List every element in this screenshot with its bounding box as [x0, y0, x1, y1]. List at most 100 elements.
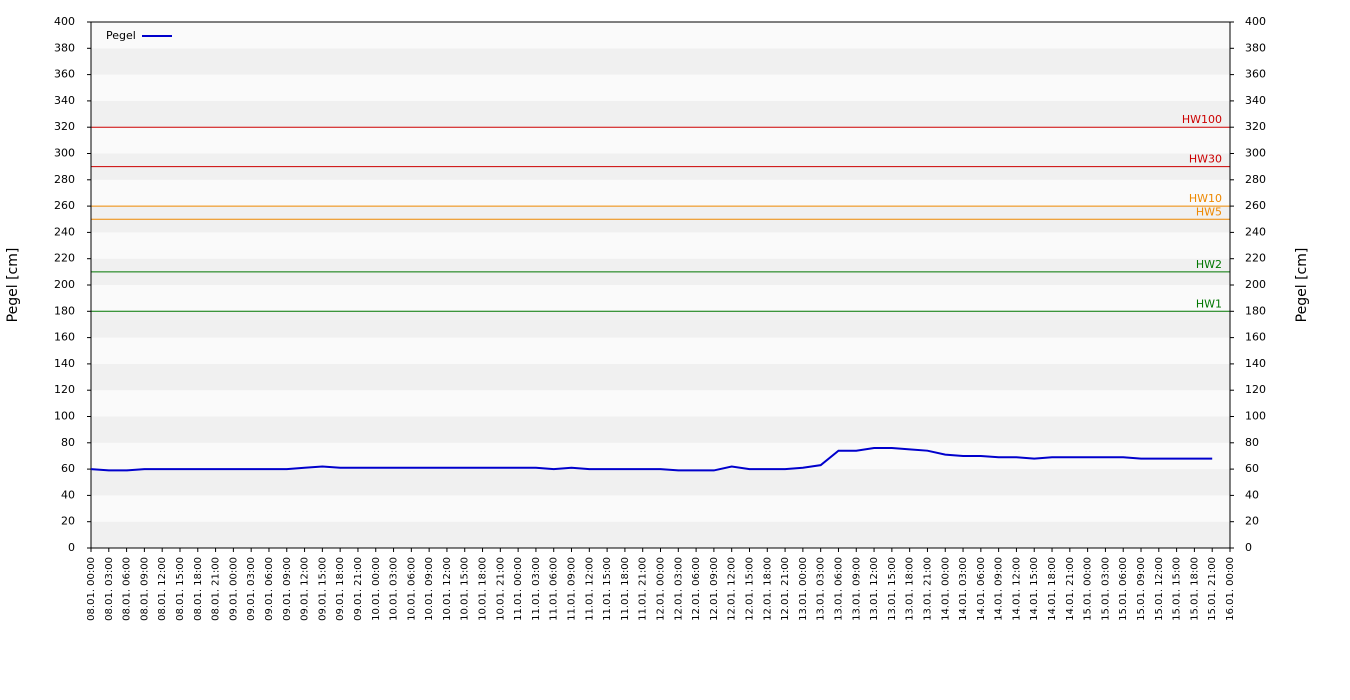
x-tick-label: 15.01. 15:00 [1172, 557, 1183, 621]
x-tick-label: 11.01. 12:00 [584, 557, 595, 621]
x-tick-label: 13.01. 15:00 [887, 557, 898, 621]
x-tick-label: 09.01. 18:00 [335, 557, 346, 621]
x-tick-label: 10.01. 15:00 [460, 557, 471, 621]
y2-tick-label: 180 [1245, 304, 1266, 317]
y-tick-label: 300 [54, 147, 75, 160]
grid-band [91, 311, 1230, 338]
x-tick-label: 12.01. 03:00 [673, 557, 684, 621]
x-tick-label: 08.01. 15:00 [175, 557, 186, 621]
grid-band [91, 48, 1230, 75]
y2-tick-label: 140 [1245, 357, 1266, 370]
x-tick-label: 09.01. 21:00 [353, 557, 364, 621]
legend-label: Pegel [106, 29, 136, 42]
x-tick-label: 15.01. 21:00 [1207, 557, 1218, 621]
x-tick-label: 10.01. 21:00 [495, 557, 506, 621]
y-tick-label: 360 [54, 68, 75, 81]
y-tick-label: 320 [54, 120, 75, 133]
y2-tick-label: 340 [1245, 94, 1266, 107]
grid-band [91, 469, 1230, 496]
x-tick-label: 15.01. 06:00 [1118, 557, 1129, 621]
x-tick-label: 12.01. 09:00 [709, 557, 720, 621]
grid-band [91, 363, 1230, 391]
y-tick-label: 40 [61, 488, 75, 501]
x-tick-label: 14.01. 06:00 [976, 557, 987, 621]
x-tick-label: 14.01. 09:00 [994, 557, 1005, 621]
x-tick-label: 12.01. 18:00 [762, 557, 773, 621]
x-tick-label: 14.01. 12:00 [1011, 557, 1022, 621]
x-tick-label: 08.01. 06:00 [122, 557, 133, 621]
x-tick-label: 11.01. 18:00 [620, 557, 631, 621]
x-tick-label: 12.01. 06:00 [691, 557, 702, 621]
y2-tick-label: 240 [1245, 225, 1266, 238]
y-tick-label: 340 [54, 94, 75, 107]
y-tick-label: 60 [61, 462, 75, 475]
x-tick-label: 09.01. 12:00 [300, 557, 311, 621]
y-tick-label: 400 [54, 15, 75, 28]
y-tick-label: 140 [54, 357, 75, 370]
x-tick-label: 14.01. 15:00 [1029, 557, 1040, 621]
x-tick-label: 12.01. 00:00 [656, 557, 667, 621]
x-tick-label: 13.01. 18:00 [905, 557, 916, 621]
y-tick-label: 280 [54, 173, 75, 186]
threshold-label: HW5 [1196, 205, 1222, 218]
threshold-label: HW2 [1196, 258, 1222, 271]
y-tick-label: 240 [54, 225, 75, 238]
x-tick-label: 12.01. 21:00 [780, 557, 791, 621]
x-tick-label: 15.01. 18:00 [1189, 557, 1200, 621]
y-tick-label: 200 [54, 278, 75, 291]
x-tick-label: 13.01. 06:00 [833, 557, 844, 621]
y2-tick-label: 220 [1245, 252, 1266, 265]
x-tick-label: 13.01. 21:00 [922, 557, 933, 621]
grid-band [91, 521, 1230, 548]
x-tick-label: 11.01. 21:00 [638, 557, 649, 621]
y2-tick-label: 400 [1245, 15, 1266, 28]
x-tick-label: 08.01. 12:00 [157, 557, 168, 621]
grid-band [91, 416, 1230, 443]
x-tick-label: 10.01. 03:00 [389, 557, 400, 621]
y2-tick-label: 200 [1245, 278, 1266, 291]
x-tick-label: 16.01. 00:00 [1225, 557, 1236, 621]
y2-tick-label: 160 [1245, 331, 1266, 344]
x-tick-label: 08.01. 03:00 [104, 557, 115, 621]
x-tick-label: 10.01. 00:00 [371, 557, 382, 621]
x-tick-label: 14.01. 18:00 [1047, 557, 1058, 621]
x-tick-label: 09.01. 00:00 [228, 557, 239, 621]
threshold-label: HW30 [1189, 153, 1222, 166]
y-tick-label: 220 [54, 252, 75, 265]
grid-band [91, 495, 1230, 522]
x-tick-label: 13.01. 03:00 [816, 557, 827, 621]
grid-band [91, 179, 1230, 207]
x-tick-label: 10.01. 18:00 [478, 557, 489, 621]
x-tick-label: 11.01. 09:00 [567, 557, 578, 621]
x-tick-label: 12.01. 12:00 [727, 557, 738, 621]
y2-tick-label: 360 [1245, 68, 1266, 81]
y2-tick-label: 120 [1245, 383, 1266, 396]
x-tick-label: 09.01. 06:00 [264, 557, 275, 621]
y2-tick-label: 300 [1245, 147, 1266, 160]
grid-band [91, 337, 1230, 364]
y-tick-label: 80 [61, 436, 75, 449]
y-tick-label: 0 [68, 541, 75, 554]
y-axis-label: Pegel [cm] [5, 248, 21, 323]
grid-band [91, 22, 1230, 49]
y2-tick-label: 380 [1245, 41, 1266, 54]
x-tick-label: 10.01. 09:00 [424, 557, 435, 621]
y-tick-label: 260 [54, 199, 75, 212]
data-line [90, 447, 1213, 472]
y2-tick-label: 280 [1245, 173, 1266, 186]
plot-frame [90, 21, 1231, 549]
x-tick-label: 10.01. 12:00 [442, 557, 453, 621]
threshold-label: HW10 [1189, 192, 1222, 205]
y-tick-label: 160 [54, 331, 75, 344]
x-tick-label: 15.01. 12:00 [1154, 557, 1165, 621]
x-tick-label: 11.01. 06:00 [549, 557, 560, 621]
y2-axis-label: Pegel [cm] [1294, 248, 1310, 323]
x-tick-label: 08.01. 09:00 [139, 557, 150, 621]
grid-band [91, 232, 1230, 259]
x-tick-label: 14.01. 21:00 [1065, 557, 1076, 621]
y-tick-label: 20 [61, 515, 75, 528]
y2-tick-label: 320 [1245, 120, 1266, 133]
y-tick-label: 120 [54, 383, 75, 396]
x-tick-label: 13.01. 12:00 [869, 557, 880, 621]
x-tick-label: 08.01. 21:00 [211, 557, 222, 621]
